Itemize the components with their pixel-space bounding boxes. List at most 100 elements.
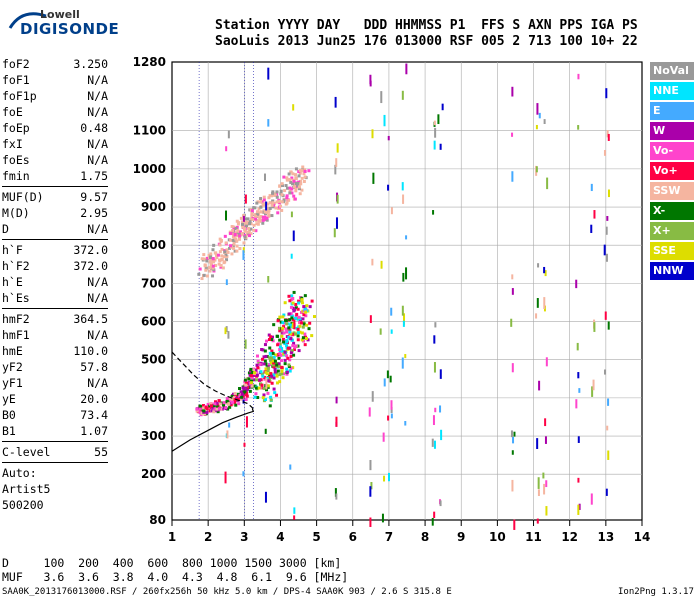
- echo-point: [271, 199, 275, 203]
- echo-point: [271, 201, 275, 205]
- echo-point: [254, 217, 258, 221]
- param-name: hmF2: [2, 312, 30, 326]
- echo-point: [300, 176, 304, 180]
- echo-point: [266, 379, 270, 383]
- echo-point: [283, 350, 287, 354]
- param-row: foE N/A: [2, 104, 108, 120]
- echo-point: [229, 244, 233, 248]
- echo-point: [294, 189, 298, 193]
- echo-point: [282, 198, 286, 202]
- echo-point: [263, 377, 267, 381]
- echo-point: [265, 216, 269, 220]
- echo-point: [283, 189, 287, 193]
- echo-point: [279, 204, 283, 208]
- echo-point: [293, 173, 297, 177]
- noise-point: [267, 276, 270, 283]
- echo-point: [250, 209, 254, 213]
- echo-point: [202, 409, 206, 413]
- echo-point: [216, 405, 220, 409]
- echo-point: [271, 359, 275, 363]
- param-value: N/A: [87, 222, 108, 236]
- echo-point: [223, 234, 227, 238]
- echo-point: [213, 251, 217, 255]
- echo-point: [275, 363, 279, 367]
- echo-point: [243, 217, 247, 221]
- echo-point: [288, 186, 292, 190]
- echo-point: [284, 184, 288, 188]
- echo-point: [211, 266, 215, 270]
- echo-point: [252, 368, 256, 372]
- param-row: h`F2 372.0: [2, 258, 108, 274]
- param-value: 3.250: [73, 57, 108, 71]
- noise-point: [511, 288, 514, 295]
- echo-point: [247, 234, 251, 238]
- echo-point: [278, 380, 282, 384]
- echo-point: [292, 194, 296, 198]
- echo-point: [260, 348, 264, 352]
- echo-point: [298, 320, 302, 324]
- noise-point: [512, 436, 515, 444]
- param-row: C-level 55: [2, 444, 108, 460]
- x-tick-label: 11: [525, 530, 542, 544]
- noise-point: [228, 422, 231, 428]
- echo-point: [248, 389, 252, 393]
- echo-point: [280, 200, 284, 204]
- echo-point: [255, 212, 259, 216]
- echo-point: [275, 195, 279, 199]
- echo-point: [265, 339, 269, 343]
- echo-point: [209, 259, 213, 263]
- echo-point: [256, 222, 260, 226]
- echo-point: [211, 264, 215, 268]
- echo-point: [211, 259, 215, 263]
- echo-point: [200, 257, 204, 261]
- noise-point: [370, 482, 373, 490]
- echo-point: [287, 326, 291, 330]
- echo-point: [303, 175, 307, 179]
- echo-point: [247, 371, 251, 375]
- echo-point: [204, 268, 208, 272]
- noise-point: [404, 421, 407, 426]
- echo-point: [280, 208, 284, 212]
- echo-point: [258, 216, 262, 220]
- legend-entry: NoVal: [650, 62, 694, 80]
- echo-point: [218, 243, 222, 247]
- echo-point: [286, 356, 290, 360]
- echo-point: [249, 232, 253, 236]
- echo-point: [297, 315, 301, 319]
- noise-point: [511, 171, 514, 182]
- y-tick-label: 200: [141, 467, 166, 481]
- param-name: foEs: [2, 153, 30, 167]
- param-value: 73.4: [80, 408, 108, 422]
- echo-point: [283, 342, 287, 346]
- param-value: N/A: [87, 275, 108, 289]
- noise-point: [577, 372, 580, 379]
- param-value: 110.0: [73, 344, 108, 358]
- echo-point: [219, 265, 223, 269]
- echo-point: [283, 362, 287, 366]
- echo-point: [261, 357, 265, 361]
- echo-point: [214, 264, 218, 268]
- autoscaling-line: Artist5: [2, 482, 51, 496]
- param-value: 372.0: [73, 259, 108, 273]
- echo-point: [209, 254, 213, 258]
- echo-point: [300, 188, 304, 192]
- echo-point: [207, 253, 211, 257]
- echo-point: [203, 257, 207, 261]
- echo-point: [208, 256, 212, 260]
- echo-point: [227, 402, 231, 406]
- echo-point: [297, 187, 301, 191]
- noise-point: [577, 436, 580, 443]
- legend-entry: SSW: [650, 182, 694, 200]
- noise-point: [224, 327, 227, 335]
- echo-point: [254, 386, 258, 390]
- noise-point: [441, 103, 444, 111]
- noise-point: [432, 210, 435, 215]
- echo-point: [281, 183, 285, 187]
- echo-point: [233, 249, 237, 253]
- echo-point: [267, 333, 271, 337]
- noise-point: [226, 430, 229, 439]
- param-value: N/A: [87, 153, 108, 167]
- echo-point: [266, 366, 270, 370]
- echo-point: [291, 182, 295, 186]
- noise-point: [336, 143, 339, 153]
